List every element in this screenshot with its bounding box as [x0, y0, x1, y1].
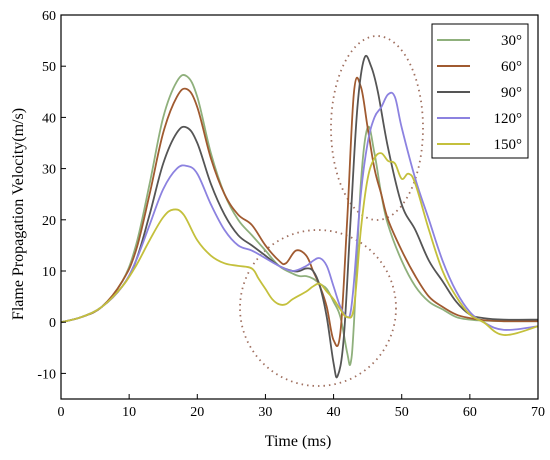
- series-layer: [60, 54, 539, 379]
- legend-label-1: 30°: [501, 33, 522, 49]
- legend: 30° 60° 90° 120° 150°: [431, 23, 529, 159]
- x-tick-label: 10: [122, 405, 136, 420]
- x-tick-label: 40: [327, 405, 341, 420]
- axes-layer: [60, 14, 539, 400]
- x-tick-label: 30: [258, 405, 272, 420]
- annotation-circle-low: [239, 229, 397, 387]
- y-tick-label: 50: [42, 60, 56, 75]
- legend-label-2: 60°: [501, 59, 522, 75]
- highlight-annotations: [239, 35, 424, 387]
- legend-label-3: 90°: [501, 85, 522, 101]
- x-tick-label: 20: [190, 405, 204, 420]
- plot-frame: [60, 14, 539, 400]
- annotation-circle-high: [330, 35, 424, 221]
- y-tick-label: 60: [42, 9, 56, 24]
- legend-label-4: 120°: [494, 111, 523, 127]
- series-line-4: [60, 91, 539, 331]
- x-tick-label: 0: [58, 405, 65, 420]
- x-axis-title: Time (ms): [265, 433, 332, 450]
- y-tick-label: 10: [42, 265, 56, 280]
- y-tick-label: -10: [37, 367, 56, 382]
- y-tick-label: 0: [49, 316, 56, 331]
- ticks-layer: 0 10 20 30 40 50 60 70 -10 0 10 20 30 40 50 60: [37, 9, 545, 420]
- x-tick-label: 70: [531, 405, 545, 420]
- y-axis-title: Flame Propagation Velocity(m/s): [10, 108, 27, 320]
- x-tick-label: 50: [395, 405, 409, 420]
- legend-label-5: 150°: [494, 137, 523, 153]
- x-tick-label: 60: [463, 405, 477, 420]
- series-line-5: [60, 152, 539, 336]
- y-tick-label: 20: [42, 214, 56, 229]
- y-tick-label: 30: [42, 163, 56, 178]
- y-tick-label: 40: [42, 111, 56, 126]
